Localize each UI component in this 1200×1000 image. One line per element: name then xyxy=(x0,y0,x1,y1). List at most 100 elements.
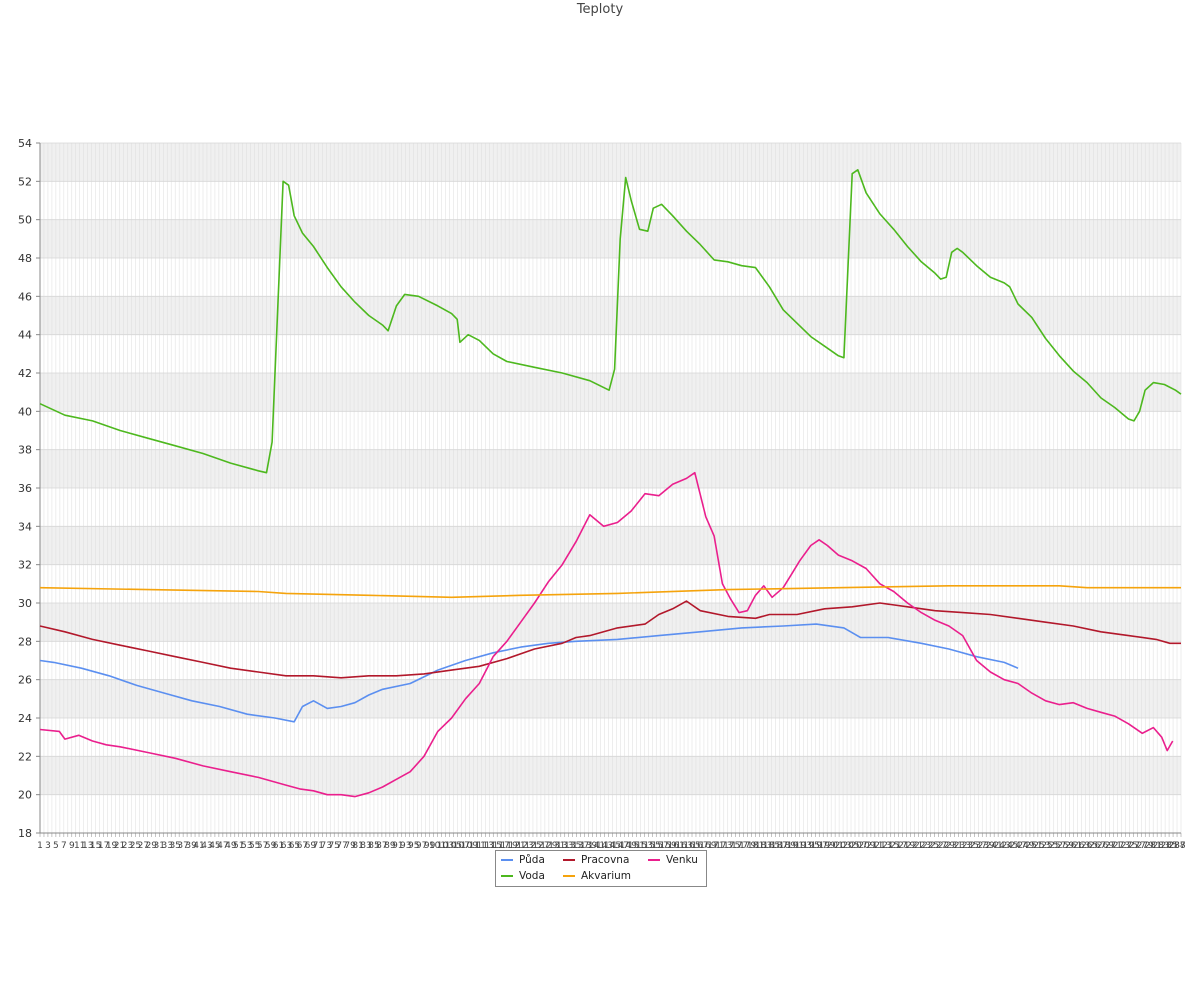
x-tick-label: 109 xyxy=(461,841,478,851)
x-tick-label: 267 xyxy=(1089,841,1106,851)
x-tick-label: 29 xyxy=(146,841,158,851)
x-tick-label: 259 xyxy=(1057,841,1074,851)
grid-band xyxy=(40,143,1181,182)
x-tick-label: 145 xyxy=(604,841,621,851)
x-tick-label: 123 xyxy=(516,841,533,851)
x-tick-label: 161 xyxy=(668,841,685,851)
grid-band xyxy=(40,679,1181,718)
x-tick-label: 59 xyxy=(265,841,277,851)
x-tick-label: 7 xyxy=(61,841,67,851)
x-tick-label-last: 288 xyxy=(1168,841,1185,851)
x-tick-label: 171 xyxy=(707,841,724,851)
grid-band xyxy=(40,373,1181,412)
horizontal-gridlines xyxy=(40,142,1181,834)
x-tick-label: 9 xyxy=(69,841,75,851)
legend-label-pracovna: Pracovna xyxy=(581,854,630,866)
x-tick-label: 113 xyxy=(477,841,494,851)
grid-band xyxy=(40,603,1181,642)
y-tick-label: 38 xyxy=(18,444,32,457)
x-tick-label: 265 xyxy=(1081,841,1098,851)
x-tick-label: 167 xyxy=(691,841,708,851)
x-tick-label: 57 xyxy=(257,841,268,851)
y-tick-label: 18 xyxy=(18,827,32,840)
x-tick-label: 65 xyxy=(289,841,300,851)
x-tick-label: 137 xyxy=(572,841,589,851)
legend-label-voda: Voda xyxy=(519,870,545,882)
x-tick-label: 223 xyxy=(914,841,931,851)
legend-item-venku[interactable]: Venku xyxy=(648,854,698,866)
x-tick-label: 67 xyxy=(297,841,308,851)
x-tick-label: 69 xyxy=(305,841,317,851)
series-line-voda xyxy=(39,169,1182,474)
x-tick-label: 119 xyxy=(501,841,518,851)
x-tick-label: 251 xyxy=(1025,841,1042,851)
x-tick-label: 233 xyxy=(954,841,971,851)
x-tick-label: 201 xyxy=(827,841,844,851)
x-tick-label: 25 xyxy=(130,841,141,851)
x-tick-label: 281 xyxy=(1145,841,1162,851)
y-tick-label: 28 xyxy=(18,635,32,648)
x-tick-label: 175 xyxy=(723,841,740,851)
x-tick-label: 45 xyxy=(209,841,220,851)
x-tick-label: 159 xyxy=(660,841,677,851)
series-line-akvarium xyxy=(39,585,1181,599)
x-tick-label: 37 xyxy=(177,841,188,851)
y-tick-label: 42 xyxy=(18,367,32,380)
y-axis-ticks: 18 20 22 24 26 28 30 32 34 36 38 40 42 44 46 48 50 52 54 xyxy=(18,137,40,840)
x-tick-label: 165 xyxy=(683,841,700,851)
grid-band xyxy=(40,526,1181,565)
y-tick-label: 36 xyxy=(18,482,32,495)
x-tick-label: 117 xyxy=(493,841,510,851)
x-tick-label: 75 xyxy=(328,841,339,851)
x-tick-label: 155 xyxy=(644,841,661,851)
x-tick-label: 199 xyxy=(819,841,836,851)
legend: Půda Pracovna Venku Voda Akvarium xyxy=(495,850,707,887)
x-tick-label: 283 xyxy=(1153,841,1170,851)
x-tick-label: 255 xyxy=(1041,841,1058,851)
x-tick-label: 95 xyxy=(408,841,419,851)
x-tick-label: 213 xyxy=(874,841,891,851)
x-tick-label: 121 xyxy=(508,841,525,851)
x-tick-label: 91 xyxy=(392,841,403,851)
y-tick-label: 20 xyxy=(18,789,32,802)
legend-item-puda[interactable]: Půda xyxy=(501,854,545,866)
legend-swatch-venku xyxy=(648,859,660,861)
x-tick-label: 177 xyxy=(731,841,748,851)
x-tick-label: 47 xyxy=(217,841,228,851)
x-tick-label: 183 xyxy=(755,841,772,851)
legend-item-voda[interactable]: Voda xyxy=(501,870,545,882)
legend-item-akvarium[interactable]: Akvarium xyxy=(563,870,631,882)
plot-background-bands xyxy=(40,143,1181,795)
x-tick-label: 203 xyxy=(834,841,851,851)
x-tick-label: 125 xyxy=(524,841,541,851)
grid-band xyxy=(40,296,1181,335)
x-tick-label: 85 xyxy=(368,841,379,851)
x-tick-label: 133 xyxy=(556,841,573,851)
legend-label-akvarium: Akvarium xyxy=(581,870,632,882)
chart-title: Teploty xyxy=(576,2,624,17)
x-tick-label: 157 xyxy=(652,841,669,851)
x-tick-label: 205 xyxy=(842,841,859,851)
x-tick-label: 103 xyxy=(437,841,454,851)
x-tick-label: 17 xyxy=(98,841,109,851)
y-tick-label: 44 xyxy=(18,329,32,342)
x-tick-label: 215 xyxy=(882,841,899,851)
x-tick-label: 143 xyxy=(596,841,613,851)
x-tick-label: 93 xyxy=(400,841,411,851)
x-tick-label: 169 xyxy=(699,841,716,851)
legend-item-pracovna[interactable]: Pracovna xyxy=(563,854,629,866)
x-tick-label: 53 xyxy=(241,841,252,851)
x-tick-label: 55 xyxy=(249,841,260,851)
x-tick-label: 253 xyxy=(1033,841,1050,851)
series-lines xyxy=(39,169,1182,798)
x-tick-label: 33 xyxy=(161,841,172,851)
x-tick-label: 87 xyxy=(376,841,387,851)
x-tick-label: 35 xyxy=(169,841,180,851)
x-tick-label: 219 xyxy=(898,841,915,851)
grid-band xyxy=(40,756,1181,795)
x-tick-label: 285 xyxy=(1160,841,1177,851)
x-tick-label: 207 xyxy=(850,841,867,851)
legend-swatch-voda xyxy=(501,875,513,877)
y-tick-label: 34 xyxy=(18,520,32,533)
x-tick-label: 1 xyxy=(37,841,43,851)
